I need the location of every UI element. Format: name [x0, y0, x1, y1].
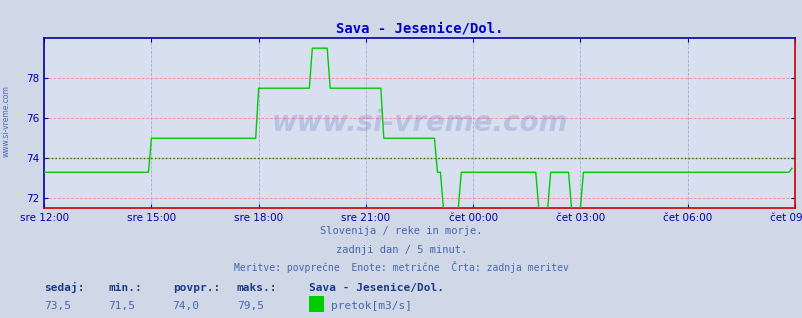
Text: pretok[m3/s]: pretok[m3/s]	[330, 301, 411, 311]
Text: 71,5: 71,5	[108, 301, 136, 311]
Text: 79,5: 79,5	[237, 301, 264, 311]
Text: povpr.:: povpr.:	[172, 283, 220, 293]
Text: sedaj:: sedaj:	[44, 282, 84, 293]
Text: Meritve: povprečne  Enote: metrične  Črta: zadnja meritev: Meritve: povprečne Enote: metrične Črta:…	[233, 261, 569, 273]
Text: Sava - Jesenice/Dol.: Sava - Jesenice/Dol.	[309, 283, 444, 293]
Text: maks.:: maks.:	[237, 283, 277, 293]
Text: 74,0: 74,0	[172, 301, 200, 311]
Text: www.si-vreme.com: www.si-vreme.com	[2, 85, 11, 157]
Text: Slovenija / reke in morje.: Slovenija / reke in morje.	[320, 226, 482, 236]
Text: 73,5: 73,5	[44, 301, 71, 311]
Text: zadnji dan / 5 minut.: zadnji dan / 5 minut.	[335, 245, 467, 255]
Text: www.si-vreme.com: www.si-vreme.com	[271, 109, 567, 137]
Title: Sava - Jesenice/Dol.: Sava - Jesenice/Dol.	[335, 22, 503, 36]
Text: min.:: min.:	[108, 283, 142, 293]
